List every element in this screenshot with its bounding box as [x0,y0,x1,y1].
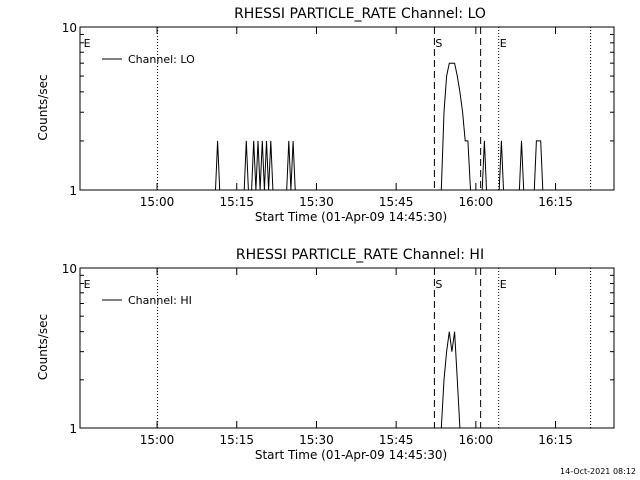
panel-2-x-tick-label-4: 16:00 [459,433,494,447]
panel-1-x-tick-label-4: 16:00 [459,195,494,209]
panel-2-x-tick-label-5: 16:15 [538,433,573,447]
panel-1-x-tick-label-3: 15:45 [379,195,414,209]
panel-2-y-tick-label-0: 1 [69,422,77,436]
panel-2-x-tick-label-2: 15:30 [299,433,334,447]
panel-1-event-label-2: S [435,37,442,50]
panel-2-y-tick-label-1: 10 [62,262,77,276]
panel-2-title: RHESSI PARTICLE_RATE Channel: HI [236,247,484,263]
panel-2-event-label-2: S [435,278,442,291]
panel-2-series-line-0 [80,331,614,429]
panel-2-legend-label: Channel: HI [128,294,192,307]
panel-1-event-label-4: E [500,37,507,50]
panel-2-event-label-4: E [500,278,507,291]
panel-1-event-label-0: E [84,37,91,50]
panel-1-legend-label: Channel: LO [128,53,195,66]
panel-1-series-line-0 [80,62,614,191]
panel-1-y-tick-label-0: 1 [69,184,77,198]
panel-1-y-axis-label: Counts/sec [36,74,50,140]
panel-2-x-tick-label-3: 15:45 [379,433,414,447]
panel-1-y-tick-label-1: 10 [62,21,77,35]
panel-2-frame [79,267,615,429]
panel-2-x-tick-label-0: 15:00 [140,433,175,447]
panel-2-x-axis-label: Start Time (01-Apr-09 14:45:30) [255,448,447,462]
panel-2-event-label-0: E [84,278,91,291]
panel-1-frame [79,26,615,191]
panel-1-x-tick-label-2: 15:30 [299,195,334,209]
panel-1-x-tick-label-0: 15:00 [140,195,175,209]
panel-1-x-tick-label-1: 15:15 [219,195,254,209]
panel-2-x-tick-label-1: 15:15 [219,433,254,447]
panel-1-x-tick-label-5: 16:15 [538,195,573,209]
panel-1-x-axis-label: Start Time (01-Apr-09 14:45:30) [255,210,447,224]
panel-1-title: RHESSI PARTICLE_RATE Channel: LO [234,6,486,22]
panel-2-y-axis-label: Counts/sec [36,314,50,380]
